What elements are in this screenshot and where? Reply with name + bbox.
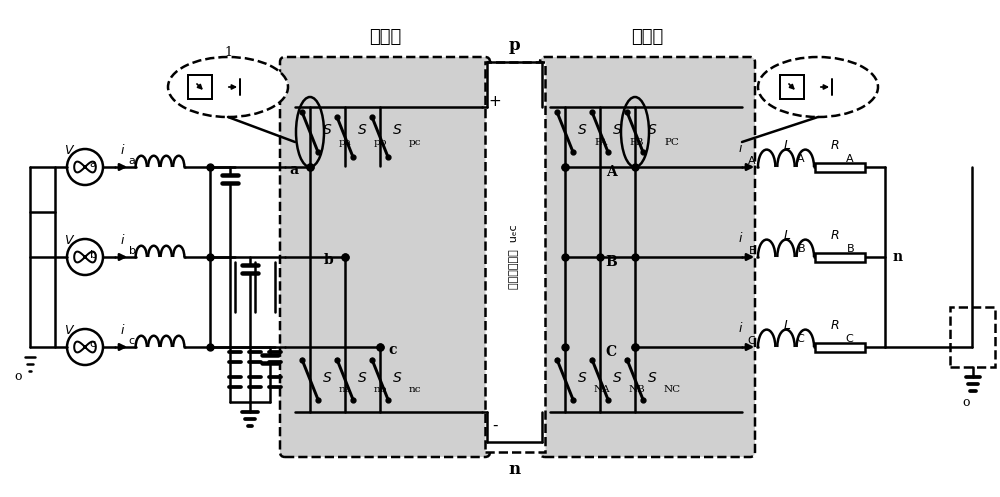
FancyBboxPatch shape xyxy=(815,163,865,171)
Text: -: - xyxy=(492,417,498,432)
Text: PB: PB xyxy=(629,138,644,147)
Text: $V$: $V$ xyxy=(64,144,76,157)
FancyBboxPatch shape xyxy=(780,75,804,99)
Text: $\mathrm{C}$: $\mathrm{C}$ xyxy=(747,334,757,346)
Text: $i$: $i$ xyxy=(120,143,126,157)
Text: PC: PC xyxy=(664,138,679,147)
Text: $L$: $L$ xyxy=(783,229,791,242)
Text: $\mathrm{A}$: $\mathrm{A}$ xyxy=(747,154,757,166)
Text: $\mathit{S}$: $\mathit{S}$ xyxy=(357,123,367,137)
Text: $\mathrm{A}$: $\mathrm{A}$ xyxy=(796,152,806,164)
Text: $\mathit{S}$: $\mathit{S}$ xyxy=(392,123,402,137)
Text: nb: nb xyxy=(374,385,388,394)
Text: $L$: $L$ xyxy=(783,319,791,332)
Text: $\mathit{S}$: $\mathit{S}$ xyxy=(647,123,657,137)
Text: $\mathit{S}$: $\mathit{S}$ xyxy=(577,123,587,137)
FancyBboxPatch shape xyxy=(485,62,545,452)
Text: $L$: $L$ xyxy=(783,139,791,152)
Text: A: A xyxy=(606,165,617,179)
Text: $i$: $i$ xyxy=(120,323,126,337)
Text: $\mathrm{A}$: $\mathrm{A}$ xyxy=(845,152,855,164)
Text: $\mathit{S}$: $\mathit{S}$ xyxy=(612,123,622,137)
Ellipse shape xyxy=(168,57,288,117)
Text: na: na xyxy=(339,385,352,394)
Text: $V$: $V$ xyxy=(64,324,76,336)
Ellipse shape xyxy=(758,57,878,117)
FancyBboxPatch shape xyxy=(950,307,995,367)
Text: o: o xyxy=(14,370,22,384)
Text: 逆变级: 逆变级 xyxy=(631,28,663,46)
Text: pc: pc xyxy=(409,138,422,147)
Text: b: b xyxy=(323,253,333,267)
Text: $\mathit{S}$: $\mathit{S}$ xyxy=(357,370,367,385)
Text: $R$: $R$ xyxy=(830,139,840,152)
Text: +: + xyxy=(489,94,501,109)
Text: o: o xyxy=(962,396,970,409)
Text: $\mathrm{C}$: $\mathrm{C}$ xyxy=(796,332,806,344)
Text: $\mathit{S}$: $\mathit{S}$ xyxy=(647,370,657,385)
Text: $\mathit{S}$: $\mathit{S}$ xyxy=(392,370,402,385)
Text: $\mathit{S}$: $\mathit{S}$ xyxy=(612,370,622,385)
Text: $\mathit{S}$: $\mathit{S}$ xyxy=(577,370,587,385)
Text: $\mathrm{a}$: $\mathrm{a}$ xyxy=(128,156,136,166)
Text: $R$: $R$ xyxy=(830,319,840,332)
Text: $i$: $i$ xyxy=(738,141,744,155)
Text: c: c xyxy=(388,343,397,357)
Text: $i$: $i$ xyxy=(120,233,126,247)
Text: pb: pb xyxy=(374,138,388,147)
Text: $\mathrm{a}$: $\mathrm{a}$ xyxy=(89,159,97,169)
Text: $V$: $V$ xyxy=(64,234,76,247)
Text: NB: NB xyxy=(629,385,646,394)
Text: $\mathrm{B}$: $\mathrm{B}$ xyxy=(797,242,805,254)
Text: $\mathrm{B}$: $\mathrm{B}$ xyxy=(748,244,756,256)
Text: NC: NC xyxy=(664,385,681,394)
Text: B: B xyxy=(605,255,617,269)
Text: 直流母线电压  uₑc: 直流母线电压 uₑc xyxy=(510,225,520,289)
Text: NA: NA xyxy=(594,385,611,394)
Text: $\mathrm{b}$: $\mathrm{b}$ xyxy=(128,244,136,256)
Text: p: p xyxy=(509,36,520,54)
Text: $\mathit{S}$: $\mathit{S}$ xyxy=(322,123,332,137)
Text: 整流级: 整流级 xyxy=(369,28,401,46)
FancyBboxPatch shape xyxy=(540,57,755,457)
Text: $\mathrm{C}$: $\mathrm{C}$ xyxy=(845,332,855,344)
FancyBboxPatch shape xyxy=(815,252,865,261)
Text: $\mathit{S}$: $\mathit{S}$ xyxy=(322,370,332,385)
Text: $\mathrm{c}$: $\mathrm{c}$ xyxy=(128,336,136,346)
Text: pa: pa xyxy=(339,138,352,147)
Text: n: n xyxy=(508,461,521,478)
Text: C: C xyxy=(606,345,617,359)
Text: $\mathrm{c}$: $\mathrm{c}$ xyxy=(89,339,97,349)
Text: n: n xyxy=(893,250,903,264)
Text: $i$: $i$ xyxy=(738,231,744,245)
FancyBboxPatch shape xyxy=(815,342,865,351)
Text: PA: PA xyxy=(594,138,607,147)
FancyBboxPatch shape xyxy=(280,57,490,457)
Text: $i$: $i$ xyxy=(738,321,744,335)
Text: $\mathrm{B}$: $\mathrm{B}$ xyxy=(846,242,854,254)
Text: $\mathrm{b}$: $\mathrm{b}$ xyxy=(89,248,97,260)
Text: 1: 1 xyxy=(224,46,232,59)
Text: $R$: $R$ xyxy=(830,229,840,242)
FancyBboxPatch shape xyxy=(188,75,212,99)
Text: nc: nc xyxy=(409,385,422,394)
Text: a: a xyxy=(289,163,298,177)
